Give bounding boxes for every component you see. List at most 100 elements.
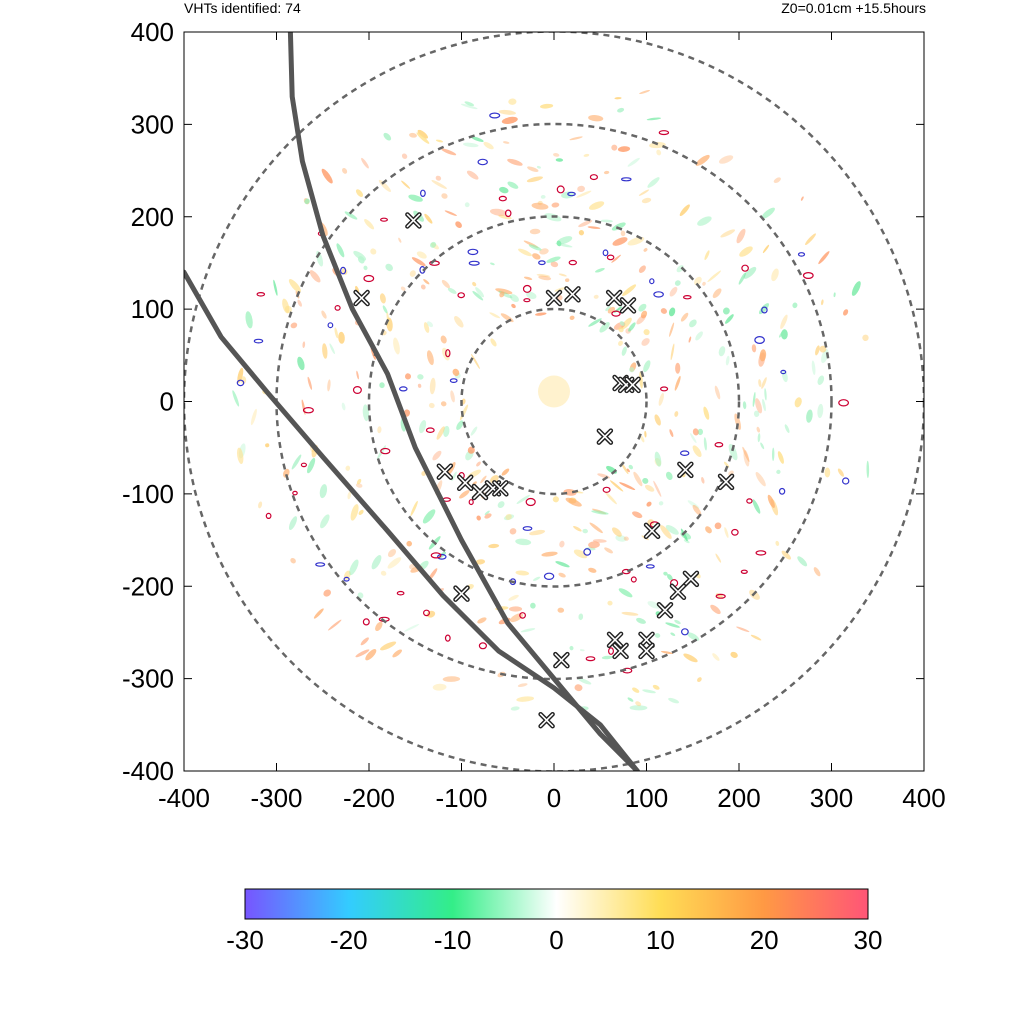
field-speckle (349, 559, 359, 576)
field-speckle (615, 535, 627, 542)
field-speckle (435, 139, 444, 143)
field-speckle (611, 254, 621, 263)
field-speckle (535, 312, 547, 316)
field-speckle (411, 257, 426, 267)
field-speckle (752, 499, 761, 514)
field-speckle (621, 611, 639, 616)
field-speckle (546, 256, 561, 263)
field-speckle (515, 538, 532, 546)
field-speckle (538, 275, 552, 281)
colorbar-tick-label: 0 (549, 925, 563, 955)
field-speckle (760, 442, 765, 450)
field-speckle (654, 633, 661, 638)
vorticity-contour (315, 562, 326, 567)
field-speckle (498, 214, 512, 220)
field-speckle (653, 480, 662, 497)
colorbar: -30 -20 -10 0 10 20 30 (226, 888, 882, 955)
field-speckle (509, 528, 517, 535)
field-speckle (612, 237, 628, 246)
vorticity-contour (802, 272, 814, 280)
vht-count-label: VHTs identified: 74 (184, 0, 301, 16)
field-speckle (529, 529, 546, 536)
field-speckle (356, 370, 359, 380)
field-speckle (265, 443, 270, 448)
field-speckle (382, 305, 388, 314)
field-speckle (811, 360, 816, 375)
field-speckle (558, 273, 567, 277)
field-speckle (432, 450, 442, 461)
field-speckle (702, 281, 706, 286)
field-speckle (618, 326, 624, 333)
field-speckle (440, 401, 447, 407)
field-speckle (370, 248, 377, 255)
field-speckle (569, 315, 575, 320)
field-speckle (417, 383, 422, 388)
field-speckle (587, 226, 601, 229)
vorticity-contour (362, 618, 370, 626)
field-speckle (297, 299, 302, 307)
field-speckle (843, 309, 849, 316)
field-speckle (511, 303, 516, 309)
field-speckle (400, 286, 406, 291)
vorticity-contour (478, 642, 487, 650)
field-speckle (695, 154, 710, 166)
field-speckle (764, 388, 767, 401)
field-speckle (639, 90, 651, 94)
field-speckle (550, 261, 559, 268)
vorticity-contour (538, 260, 546, 266)
field-speckle (697, 216, 712, 226)
field-speckle (475, 287, 484, 298)
field-speckle (628, 464, 633, 470)
x-tick-label: -200 (343, 783, 395, 813)
field-speckle (508, 594, 519, 601)
field-speckle (532, 576, 541, 581)
field-speckle (505, 513, 512, 520)
field-speckle (507, 158, 523, 166)
field-speckle (701, 476, 705, 484)
field-speckle (464, 101, 475, 107)
vorticity-contour (292, 490, 298, 496)
field-speckle (818, 251, 830, 265)
y-tick-label: 0 (160, 387, 174, 417)
vorticity-contour (556, 185, 565, 194)
field-speckle (309, 270, 321, 283)
vorticity-contour (589, 174, 599, 181)
field-speckle (714, 385, 721, 400)
field-speckle (736, 228, 746, 244)
field-speckle (688, 336, 692, 343)
field-speckle (557, 236, 573, 245)
field-speckle (379, 382, 385, 389)
field-speckle (574, 684, 583, 692)
field-speckle (674, 619, 681, 625)
vorticity-contour (302, 407, 314, 414)
field-speckle (761, 377, 767, 389)
vorticity-contour (621, 568, 631, 575)
field-speckle (540, 103, 554, 109)
field-speckle (426, 610, 436, 618)
field-speckle (720, 229, 736, 238)
field-speckle (683, 653, 698, 663)
vht-marker (564, 286, 581, 303)
field-speckle (577, 677, 592, 685)
field-speckle (329, 343, 335, 355)
vht-marker (596, 428, 614, 445)
field-speckle (594, 268, 605, 273)
field-speckle (362, 404, 370, 422)
field-speckle (627, 236, 645, 246)
field-speckle (527, 166, 539, 172)
field-speckle (817, 403, 824, 419)
field-speckle (288, 279, 301, 293)
field-speckle (392, 649, 402, 658)
storm-track-line (287, 32, 640, 771)
field-speckle (297, 356, 305, 371)
roughness-time-label: Z0=0.01cm +15.5hours (781, 0, 926, 16)
field-speckle (360, 637, 369, 646)
field-speckle (689, 319, 697, 328)
field-speckle (628, 322, 636, 332)
field-speckle (654, 414, 661, 426)
field-speckle (674, 280, 681, 286)
colorbar-tick-label: 10 (646, 925, 675, 955)
vorticity-contour (714, 442, 724, 448)
field-speckle (866, 460, 870, 479)
field-speckle (422, 509, 436, 524)
